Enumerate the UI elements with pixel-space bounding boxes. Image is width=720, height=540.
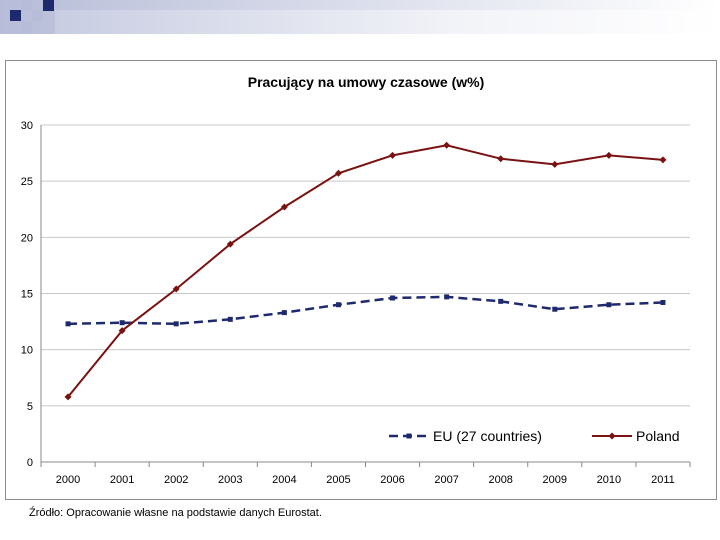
x-tick-label: 2003: [218, 474, 242, 486]
x-tick-label: 2010: [597, 474, 621, 486]
chart-frame: Pracujący na umowy czasowe (w%) 0 5 10 15 20 2…: [5, 60, 717, 500]
y-tick-label: 25: [21, 176, 33, 188]
header-square-4: [43, 0, 54, 11]
x-tick-label: 2007: [434, 474, 458, 486]
x-tick-label: 2002: [164, 474, 188, 486]
data-point-poland: [659, 156, 667, 164]
x-tick-label: 2008: [488, 474, 512, 486]
data-point-eu: [335, 302, 341, 308]
data-point-eu: [552, 306, 558, 312]
y-tick-label: 10: [21, 345, 33, 357]
data-point-eu: [119, 320, 125, 326]
data-point-eu: [660, 299, 666, 305]
data-point-poland: [551, 160, 559, 168]
series-line-poland: [67, 144, 664, 398]
data-point-eu: [498, 298, 504, 304]
data-point-eu: [390, 295, 396, 301]
header-gradient-band: [55, 10, 720, 34]
x-tick-label: 2001: [110, 474, 134, 486]
y-tick-label: 0: [27, 457, 33, 469]
y-tick-label: 20: [21, 232, 33, 244]
legend-label-eu: EU (27 countries): [433, 428, 542, 444]
data-point-eu: [173, 321, 179, 327]
legend-marker-eu: [406, 433, 412, 439]
legend-label-poland: Poland: [636, 428, 680, 444]
data-point-poland: [64, 393, 72, 401]
source-note: Źródło: Opracowanie własne na podstawie …: [29, 507, 322, 519]
data-point-eu: [606, 302, 612, 308]
y-tick-label: 5: [27, 401, 33, 413]
data-point-poland: [226, 240, 234, 248]
data-point-poland: [118, 327, 126, 335]
data-point-eu: [444, 294, 450, 300]
data-point-poland: [280, 203, 288, 211]
header-square-5: [21, 21, 32, 32]
legend-marker-poland: [608, 432, 616, 440]
data-point-eu: [65, 321, 71, 327]
data-point-eu: [227, 316, 233, 322]
data-point-poland: [443, 141, 451, 149]
data-point-poland: [389, 151, 397, 159]
x-tick-label: 2004: [272, 474, 296, 486]
x-tick-label: 2005: [326, 474, 350, 486]
x-tick-label: 2009: [543, 474, 567, 486]
x-tick-label: 2011: [651, 474, 675, 486]
data-point-poland: [497, 155, 505, 163]
data-point-eu: [281, 310, 287, 316]
data-point-poland: [605, 151, 613, 159]
header-square-3: [32, 10, 43, 21]
header-square-2: [21, 0, 32, 11]
x-tick-label: 2006: [380, 474, 404, 486]
header-square-1: [10, 10, 21, 21]
y-tick-label: 30: [21, 120, 33, 132]
data-point-poland: [172, 285, 180, 293]
chart-title: Pracujący na umowy czasowe (w%): [248, 74, 485, 90]
y-tick-label: 15: [21, 289, 33, 301]
data-point-poland: [334, 169, 342, 177]
header-gradient-bar: [0, 0, 720, 34]
line-chart: Pracujący na umowy czasowe (w%) 0 5 10 15 20 2…: [21, 74, 691, 486]
x-tick-label: 2000: [56, 474, 80, 486]
series-line-eu: [68, 295, 664, 326]
